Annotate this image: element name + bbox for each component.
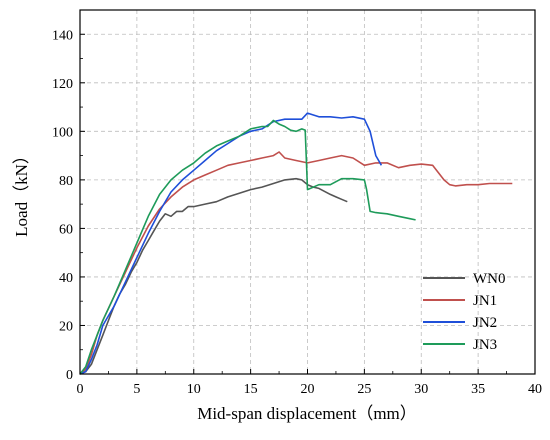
- ticks: 0 5 10 15 20 25 30 35 40 0 20 40 60 80 100 120 140: [52, 28, 542, 397]
- grid: [80, 10, 535, 374]
- series-line-jn2: [79, 112, 383, 375]
- legend-label-jn3: JN3: [473, 337, 497, 353]
- x-tick-label: 5: [133, 382, 140, 397]
- legend-label-jn1: JN1: [473, 293, 497, 309]
- x-axis-title: Mid-span displacement（mm）: [197, 404, 417, 423]
- y-axis-title: Load（kN）: [12, 147, 31, 237]
- y-tick-label: 120: [52, 77, 73, 92]
- x-tick-label: 25: [357, 382, 371, 397]
- x-tick-label: 0: [77, 382, 84, 397]
- y-tick-label: 40: [59, 271, 73, 286]
- x-tick-label: 15: [244, 382, 258, 397]
- y-tick-label: 60: [59, 222, 73, 237]
- series-line-jn1: [79, 151, 513, 375]
- plot-lines: [79, 112, 513, 375]
- y-tick-label: 20: [59, 319, 73, 334]
- x-tick-label: 20: [301, 382, 315, 397]
- y-tick-label: 140: [52, 28, 73, 43]
- legend: WN0 JN1 JN2 JN3: [423, 271, 506, 353]
- x-tick-label: 10: [187, 382, 201, 397]
- x-tick-label: 30: [414, 382, 428, 397]
- x-tick-label: 40: [528, 382, 542, 397]
- y-tick-label: 0: [66, 368, 73, 383]
- y-tick-label: 100: [52, 125, 73, 140]
- x-tick-label: 35: [471, 382, 485, 397]
- legend-label-wn0: WN0: [473, 271, 506, 287]
- legend-label-jn2: JN2: [473, 315, 497, 331]
- y-tick-label: 80: [59, 174, 73, 189]
- series-line-jn3: [79, 119, 416, 375]
